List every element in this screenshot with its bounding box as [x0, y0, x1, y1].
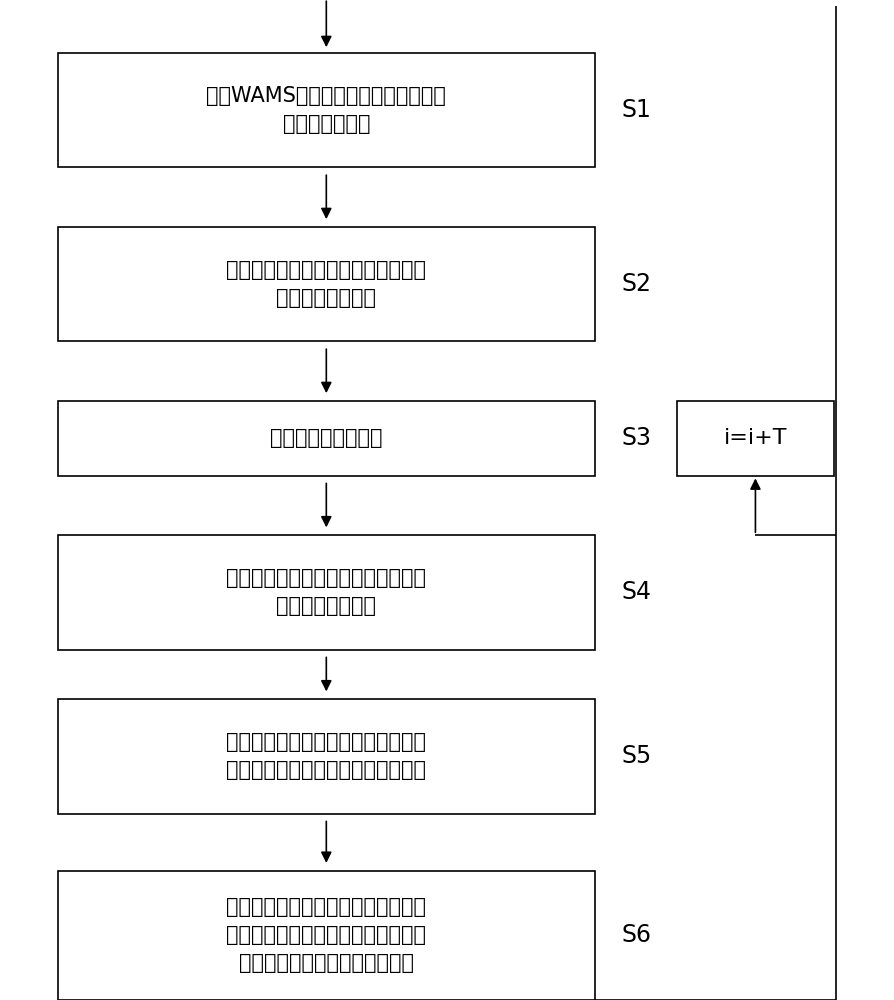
Bar	[678, 401, 833, 476]
Bar	[58, 871, 595, 1000]
Bar	[58, 53, 595, 167]
Text: 通过WAMS测量信息确定故障后系统失
稳时的临界机群: 通过WAMS测量信息确定故障后系统失 稳时的临界机群	[207, 86, 446, 134]
Text: 基于临界机群，建立故障后系统的单
机无穷大系统模型: 基于临界机群，建立故障后系统的单 机无穷大系统模型	[226, 260, 426, 308]
Text: S1: S1	[621, 98, 651, 122]
Bar	[58, 227, 595, 341]
Text: 计算系统的加速能量: 计算系统的加速能量	[270, 428, 383, 448]
Text: 根据切机量计算值，结合实际发电机
容量进行归整处理，得到实际切机量: 根据切机量计算值，结合实际发电机 容量进行归整处理，得到实际切机量	[226, 732, 426, 780]
Text: S2: S2	[621, 272, 652, 296]
Text: i=i+T: i=i+T	[723, 428, 788, 448]
Text: S4: S4	[621, 580, 652, 604]
Text: S5: S5	[621, 744, 652, 768]
Text: 继续监视采取切机措施后系统的动态
行为，如系统仍趋于失稳状态，则基
于最新量测值计算下一轮切机量: 继续监视采取切机措施后系统的动态 行为，如系统仍趋于失稳状态，则基 于最新量测值…	[226, 897, 426, 973]
Text: S6: S6	[621, 923, 652, 947]
Text: S3: S3	[621, 426, 652, 450]
Bar	[58, 535, 595, 650]
Text: 建立切机措施量化求解方程并求解，
得到切机量计算值: 建立切机措施量化求解方程并求解， 得到切机量计算值	[226, 568, 426, 616]
Bar	[58, 401, 595, 476]
Bar	[58, 699, 595, 814]
